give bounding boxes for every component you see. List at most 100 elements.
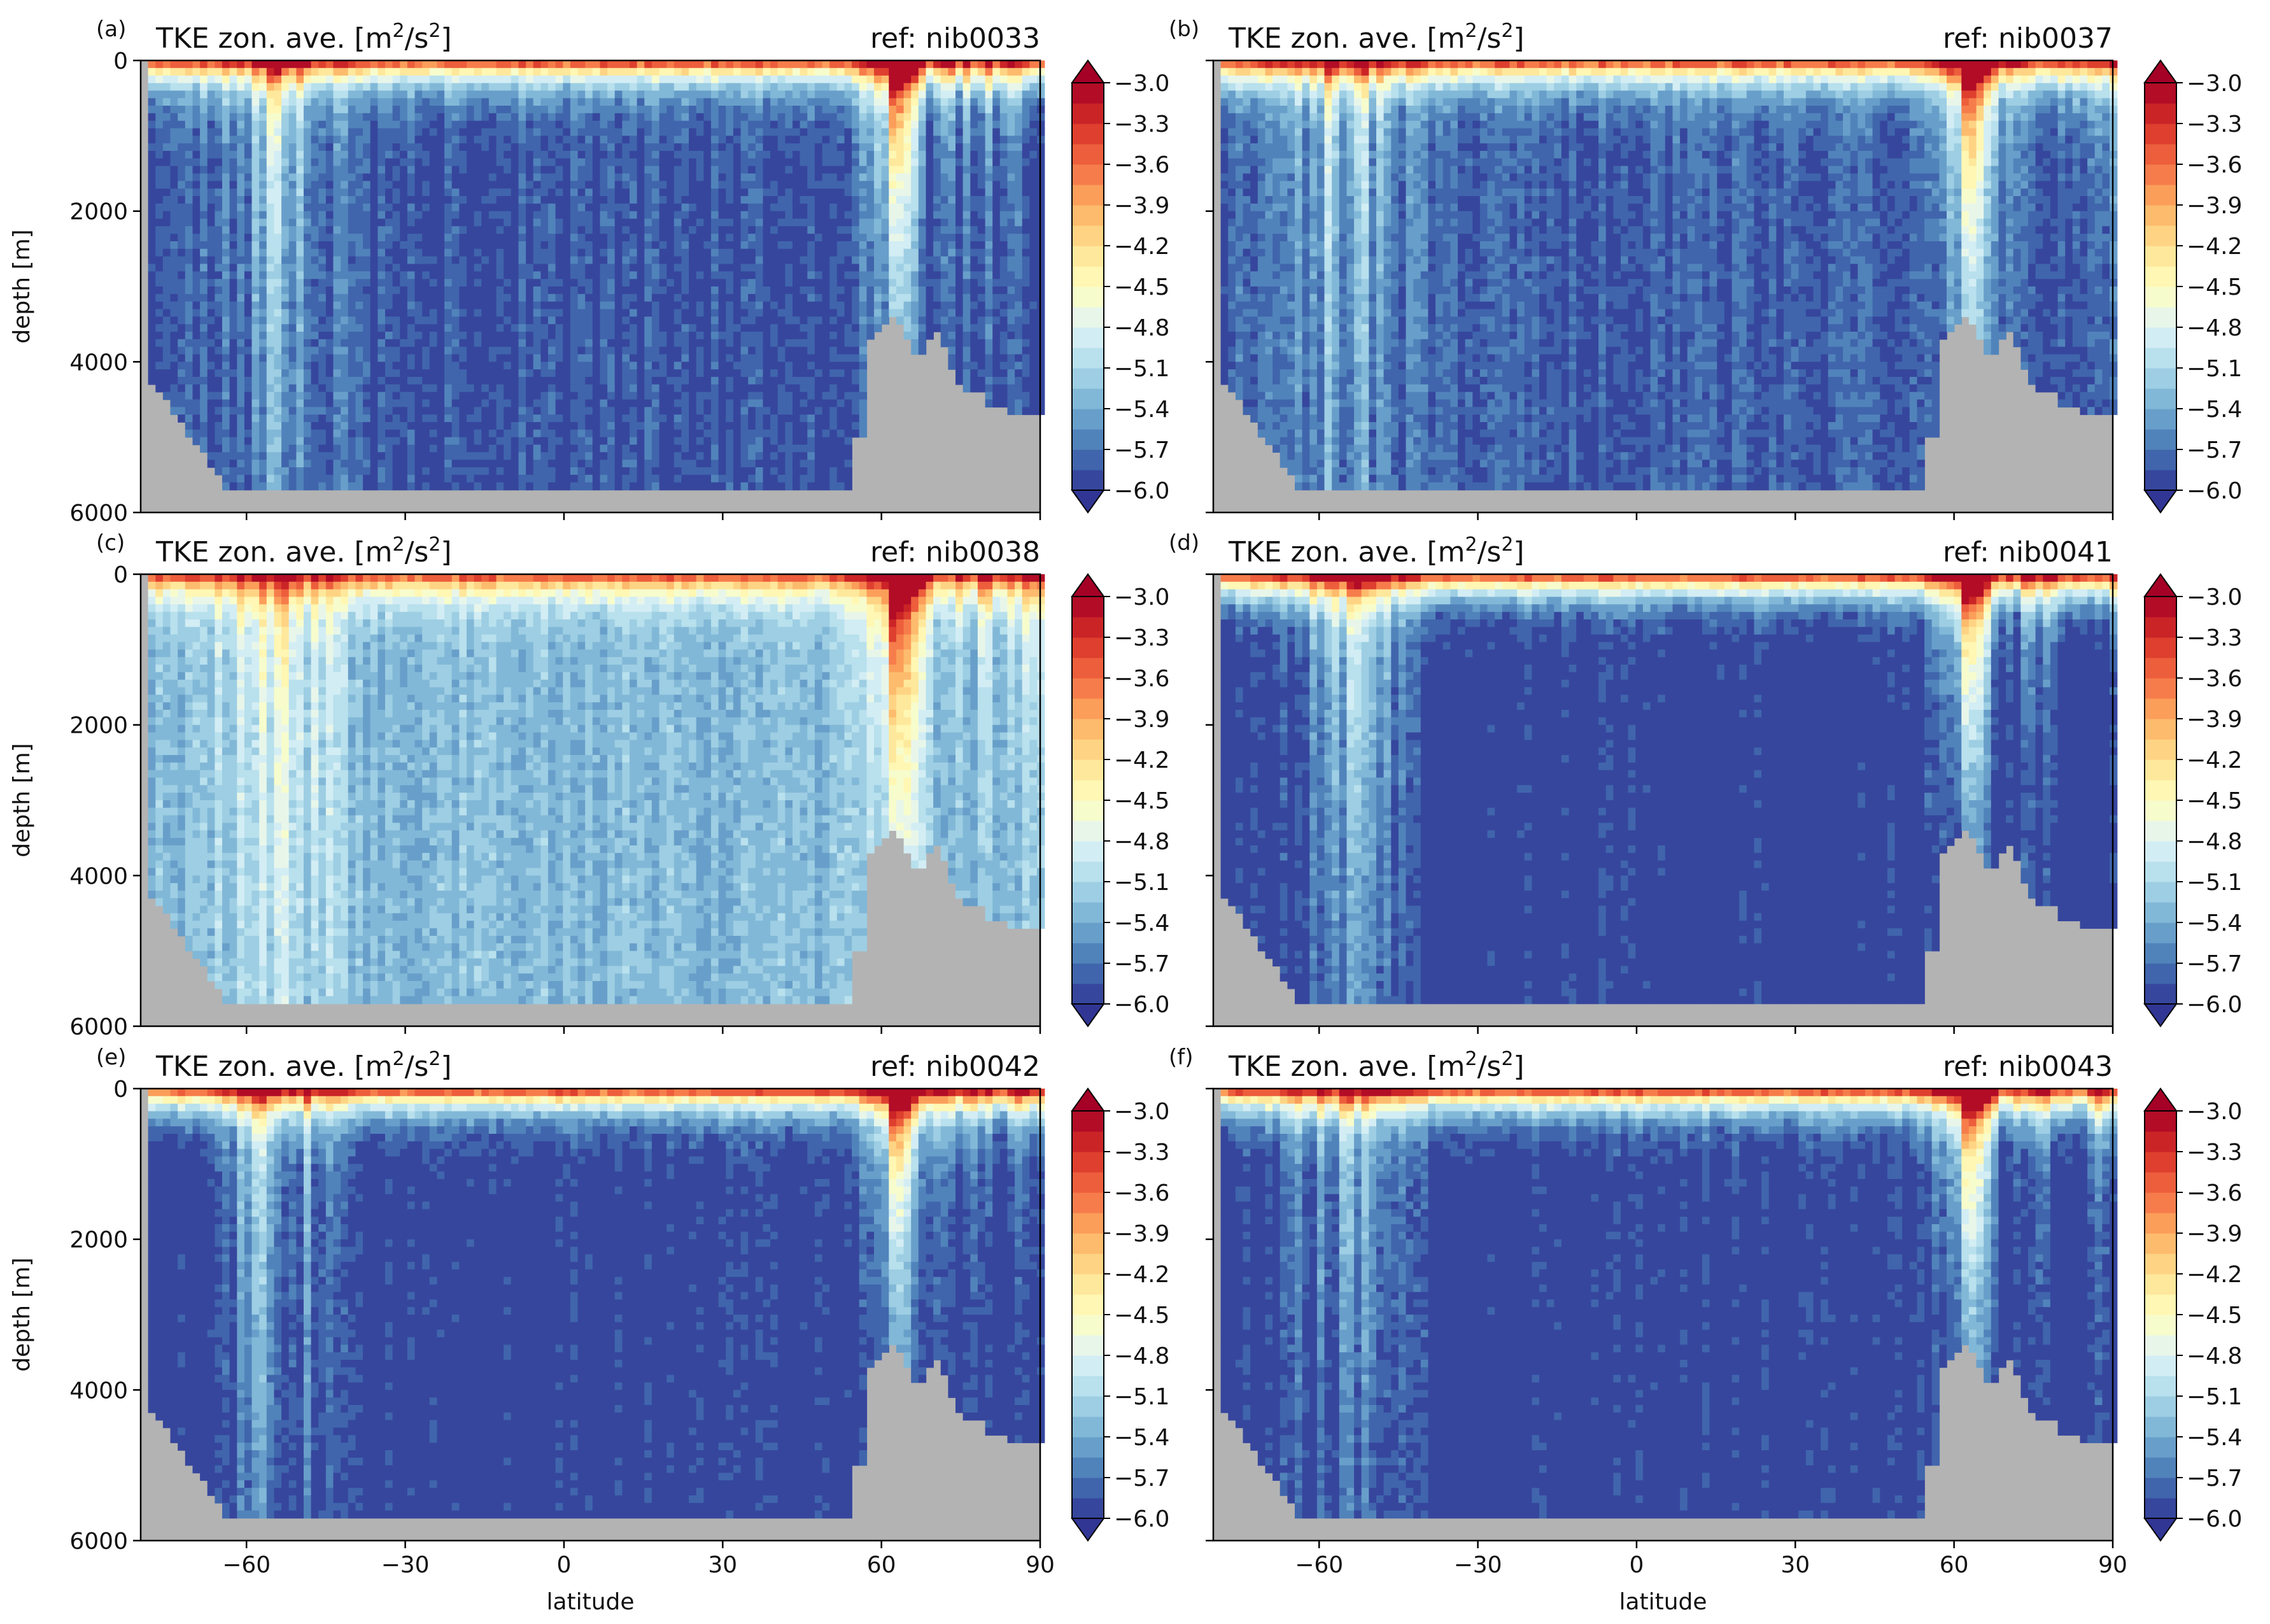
field-cell (666, 414, 675, 423)
field-cell (785, 279, 793, 287)
field-cell (577, 75, 586, 84)
field-cell (496, 256, 504, 265)
field-cell (592, 226, 601, 234)
field-cell (377, 181, 386, 189)
field-cell (577, 399, 586, 408)
field-cell (673, 196, 682, 204)
field-cell (467, 75, 475, 84)
field-cell (533, 309, 542, 318)
field-cell (637, 271, 645, 279)
field-cell (637, 90, 645, 99)
field-cell (288, 218, 297, 227)
field-cell (207, 241, 216, 250)
field-cell (733, 429, 742, 438)
field-cell (689, 362, 697, 370)
field-cell (363, 301, 371, 310)
field-cell (333, 271, 341, 279)
field-cell (585, 136, 593, 144)
field-cell (370, 316, 379, 325)
field-cell (459, 392, 467, 400)
field-cell (370, 452, 379, 460)
field-cell (785, 218, 793, 227)
field-cell (511, 414, 519, 423)
field-cell (666, 151, 675, 159)
field-cell (200, 218, 208, 227)
field-cell (192, 234, 201, 242)
field-cell (274, 392, 282, 400)
field-cell (748, 324, 756, 332)
field-cell (385, 271, 393, 279)
field-cell (777, 422, 786, 430)
field-cell (526, 241, 534, 250)
field-cell (215, 429, 223, 438)
field-cell (333, 286, 341, 295)
field-cell (437, 429, 445, 438)
field-cell (785, 452, 793, 460)
field-cell (673, 301, 682, 310)
field-cell (570, 407, 579, 415)
field-cell (526, 60, 534, 69)
field-cell (392, 128, 400, 137)
field-cell (711, 437, 719, 446)
field-cell (407, 203, 416, 212)
field-cell (192, 414, 201, 423)
field-cell (777, 279, 786, 287)
field-cell (341, 248, 349, 257)
field-cell (414, 362, 423, 370)
field-cell (178, 151, 186, 159)
field-cell (414, 143, 423, 152)
field-cell (526, 399, 534, 408)
field-cell (585, 392, 593, 400)
field-cell (785, 151, 793, 159)
field-cell (548, 113, 556, 122)
field-cell (400, 136, 408, 144)
field-cell (726, 414, 734, 423)
field-cell (348, 474, 356, 483)
field-cell (451, 332, 460, 340)
field-cell (266, 474, 275, 483)
field-cell (178, 324, 186, 332)
field-cell (651, 316, 660, 325)
field-cell (711, 264, 719, 272)
field-cell (363, 293, 371, 302)
field-cell (718, 241, 726, 250)
field-cell (607, 271, 616, 279)
field-cell (800, 377, 808, 385)
field-cell (777, 98, 786, 106)
field-cell (533, 211, 542, 220)
field-cell (540, 211, 549, 220)
field-cell (170, 173, 178, 182)
field-cell (459, 324, 467, 332)
field-cell (444, 316, 453, 325)
field-cell (696, 467, 705, 476)
field-cell (274, 234, 282, 242)
field-cell (600, 293, 608, 302)
field-cell (666, 181, 675, 189)
field-cell (614, 136, 623, 144)
field-cell (651, 67, 660, 76)
field-cell (673, 75, 682, 84)
field-cell (793, 241, 801, 250)
field-cell (673, 346, 682, 355)
field-cell (333, 113, 341, 122)
field-cell (377, 83, 386, 92)
field-cell (740, 482, 749, 491)
field-cell (333, 90, 341, 99)
field-cell (444, 279, 453, 287)
field-cell (377, 392, 386, 400)
field-cell (488, 67, 497, 76)
field-cell (481, 399, 490, 408)
field-cell (333, 362, 341, 370)
field-cell (392, 173, 400, 182)
field-cell (363, 407, 371, 415)
field-cell (703, 264, 712, 272)
field-cell (481, 279, 490, 287)
field-cell (533, 67, 542, 76)
field-cell (370, 211, 379, 220)
field-cell (200, 67, 208, 76)
field-cell (370, 67, 379, 76)
field-cell (622, 196, 630, 204)
field-cell (251, 151, 260, 159)
field-cell (696, 354, 705, 363)
field-cell (659, 482, 667, 491)
